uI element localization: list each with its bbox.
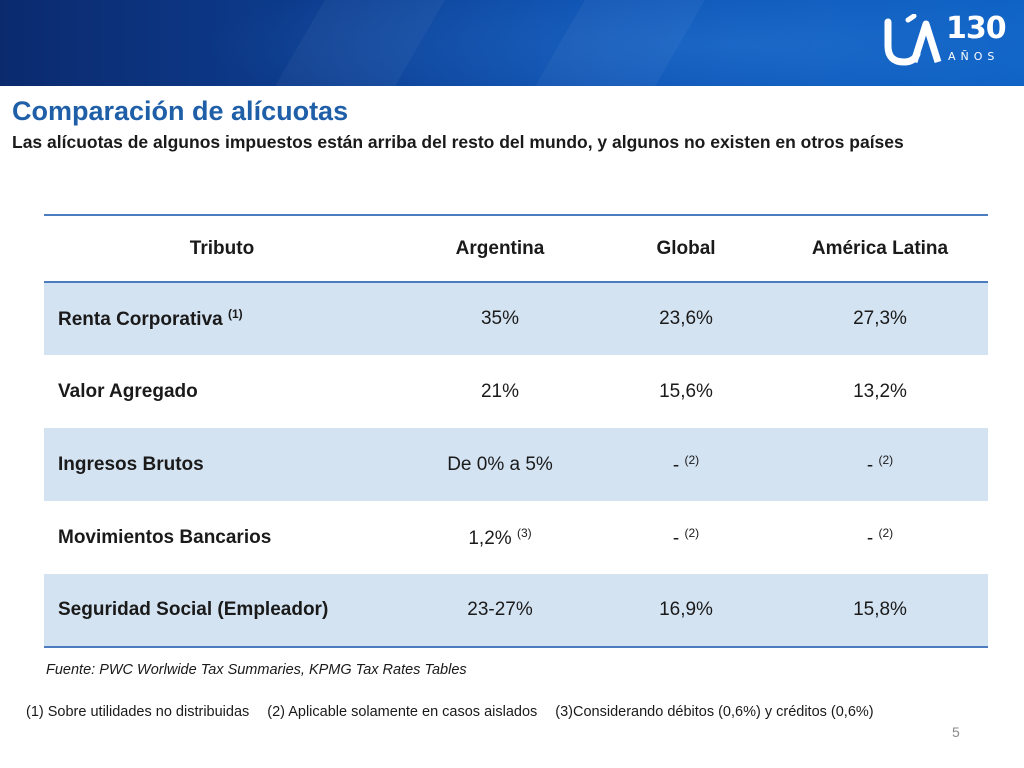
cell-text: 27,3% <box>853 308 907 329</box>
cell-argentina: 1,2% (3) <box>400 501 600 574</box>
band-decoration <box>275 0 445 86</box>
cell-tributo: Movimientos Bancarios <box>44 501 400 574</box>
cell-tributo: Valor Agregado <box>44 355 400 428</box>
source-citation: Fuente: PWC Worlwide Tax Summaries, KPMG… <box>46 662 467 678</box>
cell-text: - <box>866 527 874 549</box>
footnote-ref: (2) <box>878 452 894 467</box>
column-header-argentina: Argentina <box>455 237 545 259</box>
cell-argentina: 35% <box>400 282 600 355</box>
cell-latam: 27,3% <box>772 282 988 355</box>
column-header-latam: América Latina <box>811 237 949 259</box>
cell-tributo: Renta Corporativa (1) <box>44 282 400 355</box>
cell-text: Seguridad Social (Empleador) <box>58 599 329 620</box>
cell-tributo: Ingresos Brutos <box>44 428 400 501</box>
page-number: 5 <box>952 724 960 740</box>
cell-text: - <box>672 527 680 549</box>
logo-subtitle: AÑOS <box>948 50 1000 63</box>
cell-text: 16,9% <box>659 599 713 620</box>
cell-text: 1,2% <box>468 527 512 549</box>
footnote-3: (3)Considerando débitos (0,6%) y crédito… <box>555 704 874 720</box>
cell-latam: 15,8% <box>772 574 988 647</box>
cell-latam: 13,2% <box>772 355 988 428</box>
table-header-row: Tributo Argentina Global América Latina <box>44 215 988 282</box>
cell-global: - (2) <box>600 428 772 501</box>
footnote-ref: (2) <box>878 525 894 540</box>
cell-argentina: 23-27% <box>400 574 600 647</box>
footnote-1: (1) Sobre utilidades no distribuidas <box>26 704 250 720</box>
cell-latam: - (2) <box>772 501 988 574</box>
cell-global: 23,6% <box>600 282 772 355</box>
cell-text: 23,6% <box>659 308 713 329</box>
cell-text: Valor Agregado <box>58 380 198 402</box>
cell-text: - <box>672 454 680 476</box>
table-row: Valor Agregado 21% 15,6% 13,2% <box>44 355 988 428</box>
cell-text: De 0% a 5% <box>447 453 553 475</box>
cell-latam: - (2) <box>772 428 988 501</box>
page-subtitle: Las alícuotas de algunos impuestos están… <box>12 132 904 152</box>
tax-rates-table: Tributo Argentina Global América Latina … <box>44 214 988 648</box>
uia-logo: 130 AÑOS <box>884 10 1007 76</box>
cell-text: 35% <box>480 308 520 329</box>
cell-argentina: 21% <box>400 355 600 428</box>
logo-number: 130 <box>946 11 1007 46</box>
cell-text: - <box>866 454 874 476</box>
header-band: 130 AÑOS <box>0 0 1024 86</box>
cell-global: 16,9% <box>600 574 772 647</box>
cell-text: Renta Corporativa <box>58 309 223 330</box>
band-decoration <box>535 0 705 86</box>
cell-text: 13,2% <box>853 380 907 402</box>
uia-logo-icon <box>884 14 942 66</box>
footnotes: (1) Sobre utilidades no distribuidas (2)… <box>26 704 874 720</box>
cell-text: 15,6% <box>659 380 713 402</box>
cell-global: - (2) <box>600 501 772 574</box>
table-row: Ingresos Brutos De 0% a 5% - (2) - (2) <box>44 428 988 501</box>
column-header-tributo: Tributo <box>189 237 255 259</box>
cell-text: 23-27% <box>467 599 533 620</box>
cell-text: Ingresos Brutos <box>58 453 204 475</box>
column-header-global: Global <box>656 237 716 259</box>
cell-global: 15,6% <box>600 355 772 428</box>
footnote-2: (2) Aplicable solamente en casos aislado… <box>267 704 538 720</box>
table-row: Movimientos Bancarios 1,2% (3) - (2) - (… <box>44 501 988 574</box>
cell-text: 21% <box>480 380 520 402</box>
cell-tributo: Seguridad Social (Empleador) <box>44 574 400 647</box>
page-title: Comparación de alícuotas <box>12 96 349 126</box>
footnote-ref: (2) <box>684 525 700 540</box>
table-row: Renta Corporativa (1) 35% 23,6% 27,3% <box>44 282 988 355</box>
footnote-ref: (2) <box>684 452 700 467</box>
table-row: Seguridad Social (Empleador) 23-27% 16,9… <box>44 574 988 647</box>
footnote-ref: (3) <box>516 525 532 540</box>
cell-text: 15,8% <box>853 599 907 620</box>
cell-text: Movimientos Bancarios <box>58 526 272 548</box>
footnote-ref: (1) <box>227 307 243 321</box>
cell-argentina: De 0% a 5% <box>400 428 600 501</box>
